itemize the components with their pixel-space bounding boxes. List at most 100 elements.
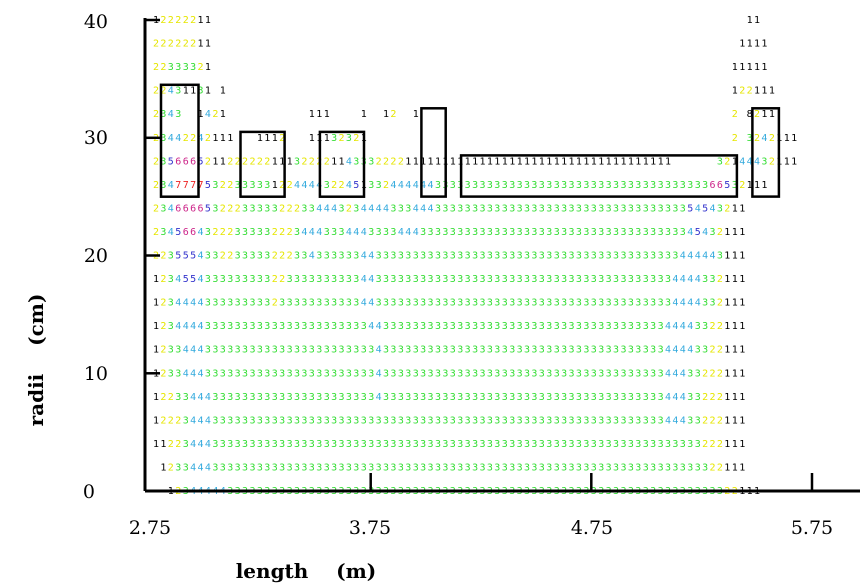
cell-label: 1 [739,251,745,262]
cell-label: 4 [672,345,678,356]
cell-label: 4 [301,227,307,238]
cell-label: 3 [509,392,515,403]
cell-label: 3 [368,462,374,473]
cell-label: 3 [190,62,196,73]
cell-label: 3 [442,321,448,332]
cell-label: 3 [539,274,545,285]
cell-label: 3 [435,251,441,262]
cell-label: 3 [598,251,604,262]
cell-label: 3 [628,415,634,426]
cell-label: 3 [353,345,359,356]
cell-label: 3 [531,415,537,426]
cell-label: 5 [353,180,359,191]
cell-label: 1 [272,156,278,167]
cell-label: 3 [650,345,656,356]
cell-label: 3 [383,392,389,403]
cell-label: 5 [205,180,211,191]
cell-label: 3 [435,321,441,332]
cell-label: 3 [621,227,627,238]
cell-label: 3 [250,203,256,214]
cell-label: 3 [257,462,263,473]
cell-label: 3 [613,462,619,473]
cell-label: 3 [361,368,367,379]
cell-label: 2 [264,156,270,167]
cell-label: 3 [413,462,419,473]
cell-label: 2 [212,109,218,120]
cell-label: 3 [658,274,664,285]
cell-label: 2 [702,439,708,450]
cell-label: 3 [257,203,263,214]
cell-label: 4 [368,298,374,309]
cell-label: 3 [502,203,508,214]
cell-label: 1 [383,109,389,120]
cell-label: 1 [739,227,745,238]
cell-label: 4 [680,368,686,379]
cell-label: 1 [732,321,738,332]
cell-label: 3 [628,180,634,191]
cell-label: 3 [650,392,656,403]
cell-label: 3 [242,274,248,285]
cell-label: 3 [643,439,649,450]
cell-label: 1 [435,156,441,167]
cell-label: 3 [168,298,174,309]
cell-label: 3 [628,203,634,214]
cell-label: 3 [242,345,248,356]
cell-label: 3 [264,321,270,332]
cell-label: 1 [212,156,218,167]
cell-label: 3 [539,392,545,403]
cell-label: 3 [175,345,181,356]
cell-label: 3 [650,415,656,426]
cell-label: 3 [643,251,649,262]
cell-label: 3 [390,298,396,309]
cell-label: 4 [739,156,745,167]
cell-label: 3 [650,368,656,379]
cell-label: 3 [487,368,493,379]
cell-label: 4 [747,156,753,167]
cell-label: 1 [739,321,745,332]
cell-label: 1 [190,86,196,97]
cell-label: 3 [368,345,374,356]
cell-label: 3 [472,415,478,426]
cell-label: 4 [190,392,196,403]
cell-label: 3 [613,251,619,262]
cell-label: 3 [435,227,441,238]
cell-label: 3 [502,439,508,450]
cell-label: 3 [301,462,307,473]
cell-label: 3 [339,345,345,356]
y-tick-label-1: 10 [84,363,108,385]
cell-label: 3 [583,274,589,285]
cell-label: 4 [361,298,367,309]
cell-label: 3 [539,462,545,473]
cell-label: 3 [494,345,500,356]
cell-label: 3 [687,392,693,403]
y-tick-label-0: 0 [83,481,95,503]
cell-label: 4 [361,203,367,214]
cell-label: 3 [621,462,627,473]
cell-label: 3 [687,368,693,379]
cell-label: 2 [205,133,211,144]
cell-label: 3 [405,462,411,473]
cell-label: 3 [650,227,656,238]
cell-label: 3 [524,439,530,450]
cell-label: 2 [398,156,404,167]
cell-label: 3 [235,251,241,262]
cell-label: 3 [494,439,500,450]
cell-label: 3 [257,321,263,332]
cell-label: 5 [687,203,693,214]
cell-label: 3 [472,251,478,262]
cell-label: 3 [309,392,315,403]
cell-label: 3 [613,415,619,426]
cell-label: 3 [398,439,404,450]
cell-label: 3 [635,227,641,238]
cell-label: 3 [294,345,300,356]
cell-label: 2 [168,392,174,403]
cell-label: 5 [724,180,730,191]
cell-label: 2 [235,203,241,214]
cell-label: 3 [583,392,589,403]
cell-label: 3 [465,180,471,191]
cell-label: 3 [643,180,649,191]
cell-label: 3 [457,368,463,379]
cell-label: 3 [376,415,382,426]
cell-label: 2 [724,203,730,214]
cell-label: 4 [205,462,211,473]
